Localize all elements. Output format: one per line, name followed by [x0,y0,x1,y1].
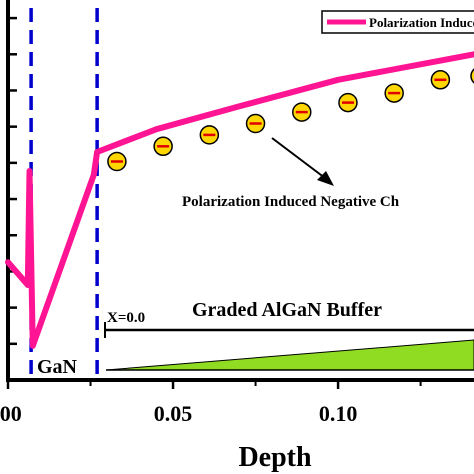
legend: Polarization Induced [321,10,474,34]
charge-marker [107,151,127,172]
charge-marker [292,102,312,122]
charge-marker [470,68,474,84]
annotation-negative-charge: Polarization Induced Negative Ch [182,194,400,210]
charge-marker [384,83,404,103]
annotation-arrow [271,137,334,186]
annotation-graded-buffer: Graded AlGaN Buffer [192,299,382,321]
x-ticks: .00 0.05 0.10 [0,380,422,426]
charge-marker [199,125,220,145]
x-tick-label: .00 [0,401,22,426]
charge-marker [245,113,266,134]
annotation-gan: GaN [37,356,78,378]
charge-marker [153,136,173,157]
buffer-wedge [105,339,474,371]
annotation-x-equals: X=0.0 [107,310,145,326]
legend-box [321,10,474,34]
series-line [5,51,474,349]
graded-buffer-region [104,322,474,371]
x-tick-label: 0.10 [319,401,358,426]
x-axis-title: Depth [238,442,312,473]
x-tick-label: 0.05 [154,401,193,426]
charge-marker [338,92,358,113]
plot-frame [6,0,474,382]
series-layer [5,51,474,349]
legend-label: Polarization Induced [369,15,474,30]
charge-marker [430,70,451,90]
marker-layer [107,68,474,172]
